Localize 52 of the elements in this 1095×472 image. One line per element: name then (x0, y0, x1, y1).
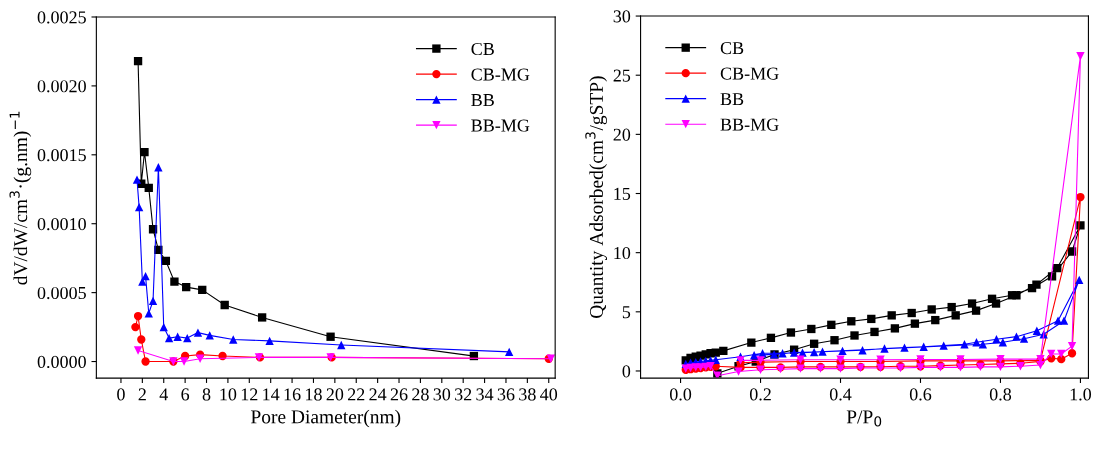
x-tick-label: 16 (284, 388, 301, 401)
x-tick-label: 14 (263, 388, 280, 401)
legend-label: CB-MG (720, 67, 779, 80)
x-tick-label: 24 (369, 388, 387, 401)
x-tick-label: 38 (519, 388, 536, 401)
x-tick-label: 28 (412, 388, 429, 401)
legend-label: BB (720, 93, 744, 106)
y-tick-label: 20 (613, 128, 631, 141)
x-tick-label: 0.6 (909, 388, 932, 401)
x-tick-label: 22 (348, 388, 365, 401)
y-tick-label: 30 (613, 10, 631, 23)
x-axis-title: Pore Diameter(nm) (251, 409, 401, 428)
y-tick-label: 10 (614, 246, 631, 260)
y-axis-title: Quantity Adsorbed(cm$^{3}$/gSTP) (585, 76, 608, 318)
legend-label: BB (471, 94, 494, 106)
y-tick-label: 0 (622, 365, 631, 378)
x-tick-label: 34 (476, 388, 494, 401)
x-tick-label: 2 (138, 388, 146, 401)
legend-label: CB (471, 42, 494, 56)
x-axis-title: P/P$_{0}$ (846, 410, 882, 427)
y-tick-label: 0.0010 (37, 217, 86, 231)
x-tick-label: 0.2 (749, 388, 771, 401)
legend-label: BB-MG (720, 118, 779, 131)
y-tick-label: 15 (614, 187, 631, 200)
legend-label: CB (720, 42, 744, 55)
y-tick-label: 25 (613, 69, 631, 82)
y-axis-title: dV/dW/cm$^{3}$·(g.nm)$^{−1}$ (9, 111, 32, 285)
x-tick-label: 4 (159, 388, 168, 401)
x-tick-label: 32 (455, 388, 472, 401)
x-tick-label: 6 (181, 388, 190, 401)
x-tick-label: 1.0 (1070, 388, 1092, 401)
y-tick-label: 0.0000 (37, 355, 86, 369)
y-tick-label: 0.0025 (37, 11, 86, 24)
y-tick-label: 0.0020 (37, 80, 86, 93)
x-tick-label: 10 (220, 388, 237, 401)
y-tick-label: 0.0015 (37, 149, 86, 162)
x-tick-label: 36 (497, 388, 515, 401)
x-tick-label: 0.8 (989, 388, 1012, 401)
y-tick-label: 5 (622, 306, 631, 319)
x-tick-label: 8 (202, 388, 211, 401)
x-tick-label: 0.4 (829, 388, 852, 401)
x-tick-label: 30 (433, 388, 451, 401)
x-tick-label: 18 (306, 388, 322, 401)
y-tick-label: 0.0005 (37, 286, 86, 300)
legend-label: BB-MG (471, 119, 530, 132)
x-tick-label: 0.0 (669, 388, 692, 401)
x-tick-label: 20 (326, 388, 344, 401)
x-tick-label: 40 (540, 388, 558, 401)
x-tick-label: 0 (117, 388, 125, 401)
x-tick-label: 26 (390, 388, 408, 401)
legend-label: CB-MG (471, 68, 530, 81)
x-tick-label: 12 (241, 388, 258, 401)
